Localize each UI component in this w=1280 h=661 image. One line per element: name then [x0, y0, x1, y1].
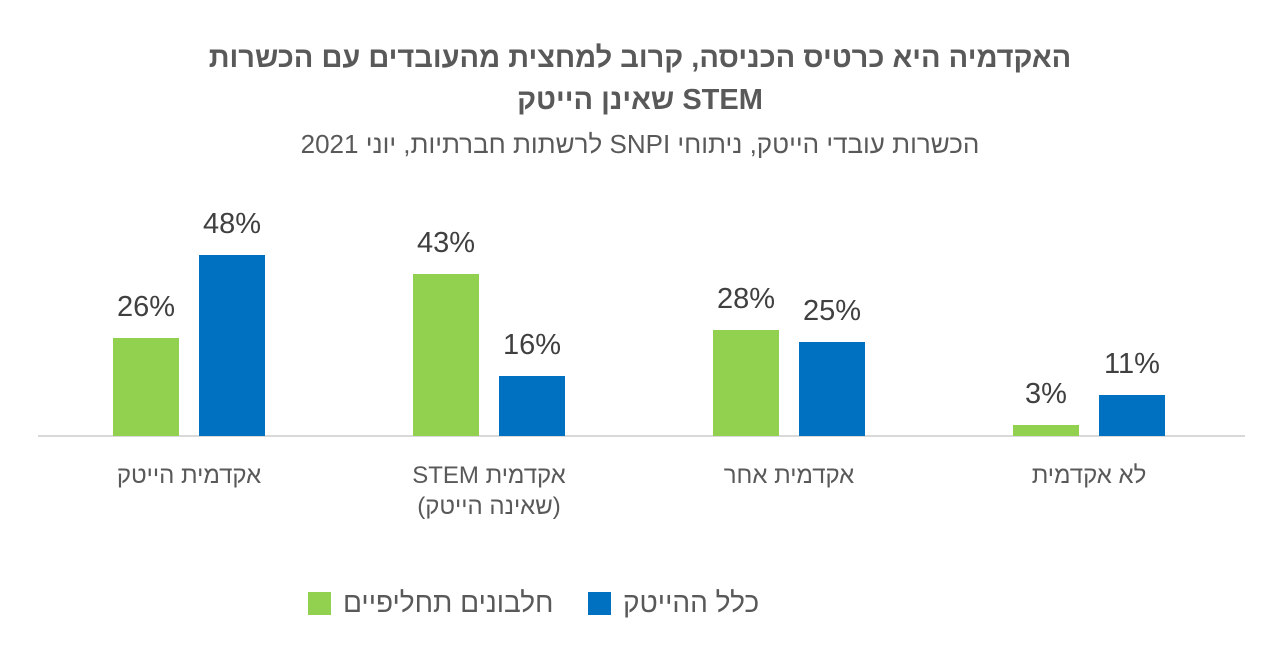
value-label-series0-cat0: 26%: [116, 291, 176, 323]
value-label-series0-cat3: 3%: [1025, 378, 1067, 410]
category-label-2: אקדמית אחר: [723, 462, 855, 489]
bar-series1-cat0: [199, 255, 265, 436]
legend-item-alternative-proteins: חלבונים תחליפיים: [308, 586, 553, 620]
value-label-series1-cat1: 16%: [502, 329, 562, 361]
category-label-0: אקדמית הייטק: [116, 462, 262, 489]
chart-title-line1: האקדמיה היא כרטיס הכניסה, קרוב למחצית מה…: [208, 42, 1072, 74]
bar-series1-cat3: [1099, 395, 1165, 436]
legend-item-all-hightech: כלל ההייטק: [588, 586, 759, 620]
bar-series0-cat2: [713, 330, 779, 436]
value-label-series0-cat2: 28%: [716, 283, 776, 315]
value-label-series0-cat1: 43%: [416, 227, 476, 259]
legend-label-all-hightech: כלל ההייטק: [623, 587, 760, 618]
value-label-series1-cat0: 48%: [202, 208, 262, 240]
bar-series0-cat0: [113, 338, 179, 436]
chart-title-line2: STEM שאינן הייטק: [517, 84, 763, 116]
bar-series0-cat1: [413, 274, 479, 436]
bar-series1-cat1: [499, 376, 565, 436]
legend-swatch-blue-icon: [588, 591, 611, 615]
bar-series1-cat2: [799, 342, 865, 436]
chart-legend: חלבונים תחליפיים כלל ההייטק: [0, 586, 1280, 626]
category-label-3: לא אקדמית: [1031, 462, 1147, 489]
bar-series0-cat3: [1013, 425, 1079, 436]
value-label-series1-cat3: 11%: [1104, 348, 1160, 380]
category-label-1: אקדמית STEM (שאינה הייטק): [412, 462, 566, 520]
value-label-series1-cat2: 25%: [802, 295, 862, 327]
legend-swatch-green-icon: [308, 591, 331, 615]
chart-subtitle: הכשרות עובדי הייטק, ניתוחי SNPI לרשתות ח…: [300, 129, 980, 159]
legend-label-alternative-proteins: חלבונים תחליפיים: [343, 587, 554, 618]
x-axis-line: [38, 435, 1245, 437]
